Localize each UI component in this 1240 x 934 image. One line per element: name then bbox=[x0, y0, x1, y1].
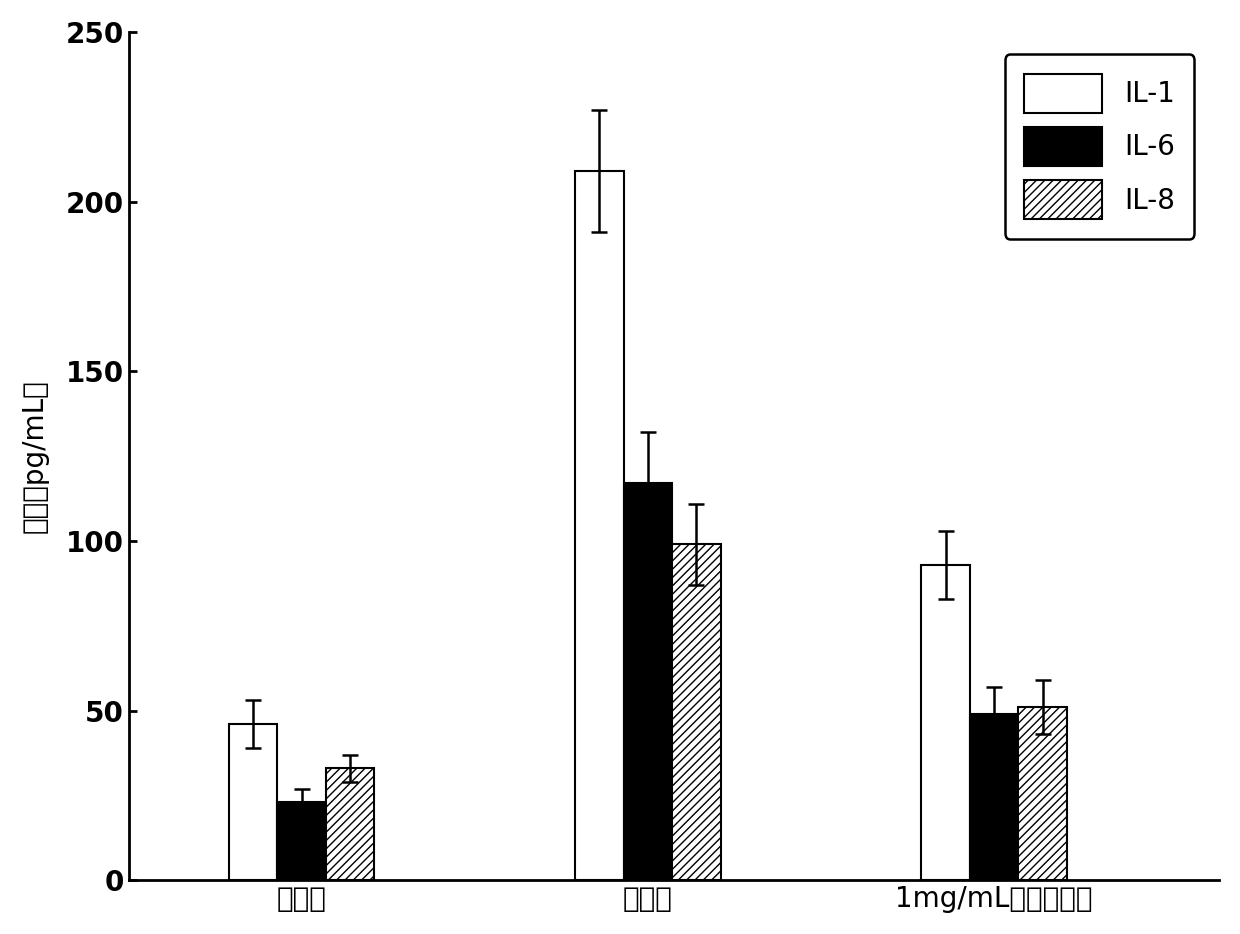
Bar bbox=[229, 724, 278, 881]
Bar bbox=[624, 483, 672, 881]
Bar bbox=[672, 545, 720, 881]
Bar bbox=[921, 565, 970, 881]
Bar bbox=[575, 171, 624, 881]
Bar bbox=[970, 714, 1018, 881]
Legend: IL-1, IL-6, IL-8: IL-1, IL-6, IL-8 bbox=[1004, 54, 1194, 239]
Y-axis label: 浓度（pg/mL）: 浓度（pg/mL） bbox=[21, 379, 48, 533]
Bar bbox=[278, 802, 326, 881]
Bar bbox=[1018, 707, 1066, 881]
Bar bbox=[326, 769, 374, 881]
